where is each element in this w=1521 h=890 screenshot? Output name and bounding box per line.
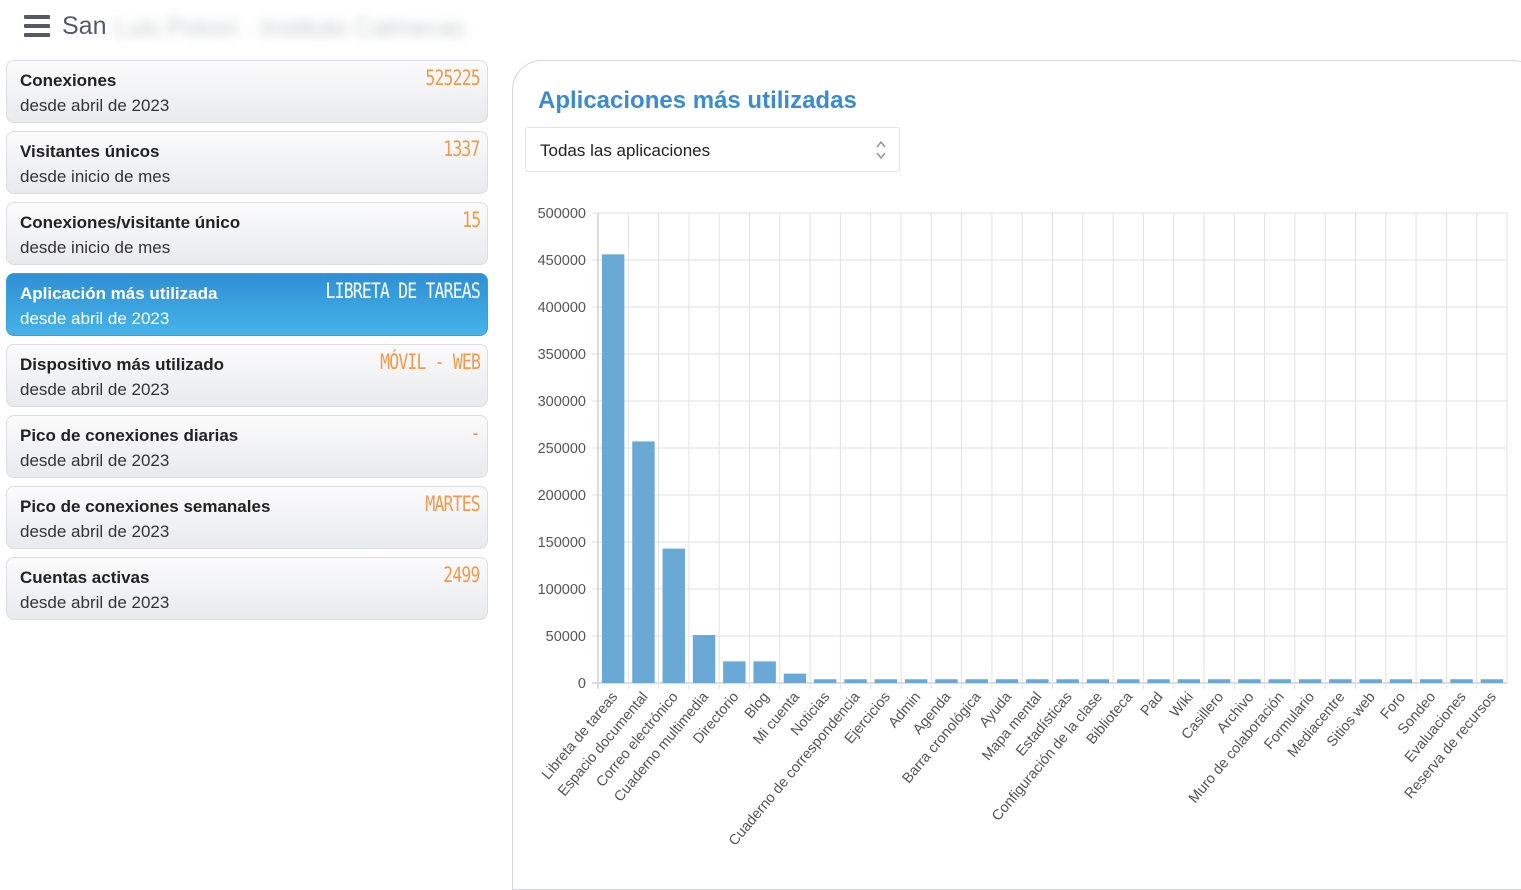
bar [935, 679, 958, 683]
bar [601, 254, 625, 684]
bar [1480, 679, 1504, 683]
y-tick-label: 350000 [538, 347, 586, 363]
stat-card-value: MARTES [425, 492, 481, 516]
stat-card[interactable]: Aplicación más utilizada desde abril de 2… [6, 273, 488, 336]
stat-card-label: Conexiones/visitante único [20, 213, 241, 232]
y-tick-label: 150000 [538, 535, 586, 551]
bar [1238, 679, 1261, 683]
stat-card-value: 2499 [443, 563, 481, 587]
stat-card-sub: desde abril de 2023 [20, 309, 170, 328]
bar [904, 679, 928, 683]
stat-card-value: LIBRETA DE TAREAS [325, 279, 481, 303]
stat-card-value: MÓVIL - WEB [380, 350, 481, 374]
apps-bar-chart: 0 50000 100000 150000 200000 250000 300000 3500… [538, 206, 1508, 849]
stat-card-label: Pico de conexiones diarias [20, 426, 239, 445]
stat-card[interactable]: Pico de conexiones diarias desde abril de… [6, 415, 488, 478]
bar [1420, 679, 1443, 683]
bar [844, 679, 867, 683]
stat-card-sub: desde inicio de mes [20, 167, 171, 186]
stat-card-label: Dispositivo más utilizado [20, 355, 225, 374]
stat-card-value: - [470, 421, 481, 445]
bar [1056, 679, 1079, 683]
stat-card-label: Aplicación más utilizada [20, 284, 218, 303]
stat-card-value: 1337 [443, 137, 481, 161]
bar [1389, 679, 1413, 683]
bar [1086, 679, 1110, 683]
page-title: San [62, 12, 107, 40]
bar [1117, 679, 1140, 683]
stat-cards: Conexiones desde abril de 2023 525225 Visit… [6, 60, 488, 628]
bar [783, 673, 807, 683]
apps-panel [512, 60, 1521, 890]
stat-card-label: Visitantes únicos [20, 142, 160, 161]
y-tick-label: 200000 [538, 488, 586, 504]
y-tick-label: 50000 [546, 629, 586, 645]
bar [1026, 679, 1049, 683]
stat-card-label: Cuentas activas [20, 568, 150, 587]
bar [692, 635, 716, 683]
stat-card-sub: desde abril de 2023 [20, 451, 170, 470]
x-tick-label: Pad [1138, 689, 1167, 719]
apps-select-value: Todas las aplicaciones [540, 141, 711, 160]
page-title-blurred: Luis Potosí - Instituto Calmecac [114, 14, 466, 42]
bar [1329, 679, 1352, 683]
bar [814, 679, 837, 683]
bar [632, 441, 655, 683]
bar [1450, 679, 1473, 683]
apps-select[interactable]: Todas las aplicaciones [525, 127, 900, 172]
bar [1268, 679, 1291, 683]
header: San Luis Potosí - Instituto Calmecac [0, 0, 1521, 56]
stat-card[interactable]: Dispositivo más utilizado desde abril de … [6, 344, 488, 407]
stat-card[interactable]: Cuentas activas desde abril de 2023 2499 [6, 557, 488, 620]
stat-card-sub: desde abril de 2023 [20, 380, 170, 399]
stat-card[interactable]: Conexiones/visitante único desde inicio d… [6, 202, 488, 265]
y-tick-label: 300000 [538, 394, 586, 410]
bar [1207, 679, 1231, 683]
stat-card-label: Pico de conexiones semanales [20, 497, 271, 516]
y-tick-label: 450000 [538, 253, 586, 269]
stat-card-label: Conexiones [20, 71, 117, 90]
select-arrows-icon [875, 139, 887, 161]
y-tick-label: 0 [578, 676, 586, 692]
stat-card-sub: desde abril de 2023 [20, 522, 170, 541]
stat-card-sub: desde abril de 2023 [20, 593, 170, 612]
bar [723, 661, 746, 683]
stat-card-sub: desde abril de 2023 [20, 96, 170, 115]
panel-title: Aplicaciones más utilizadas [538, 87, 857, 114]
bar [995, 679, 1019, 683]
stat-card-sub: desde inicio de mes [20, 238, 171, 257]
bar [1177, 679, 1201, 683]
bar [1298, 679, 1322, 683]
bar [753, 661, 776, 683]
stat-card[interactable]: Pico de conexiones semanales desde abril … [6, 486, 488, 549]
bar [1147, 679, 1170, 683]
stat-card-value: 15 [461, 208, 481, 232]
hamburger-menu-icon[interactable] [24, 14, 50, 38]
bar [874, 679, 898, 683]
y-tick-label: 100000 [538, 582, 586, 598]
y-tick-label: 500000 [538, 206, 586, 222]
bar [965, 679, 988, 683]
stat-card-value: 525225 [425, 66, 481, 90]
y-tick-label: 250000 [538, 441, 586, 457]
y-tick-label: 400000 [538, 300, 586, 316]
bar [662, 548, 685, 683]
stat-card[interactable]: Conexiones desde abril de 2023 525225 [6, 60, 488, 123]
bar [1359, 679, 1382, 683]
stat-card[interactable]: Visitantes únicos desde inicio de mes 1337 [6, 131, 488, 194]
